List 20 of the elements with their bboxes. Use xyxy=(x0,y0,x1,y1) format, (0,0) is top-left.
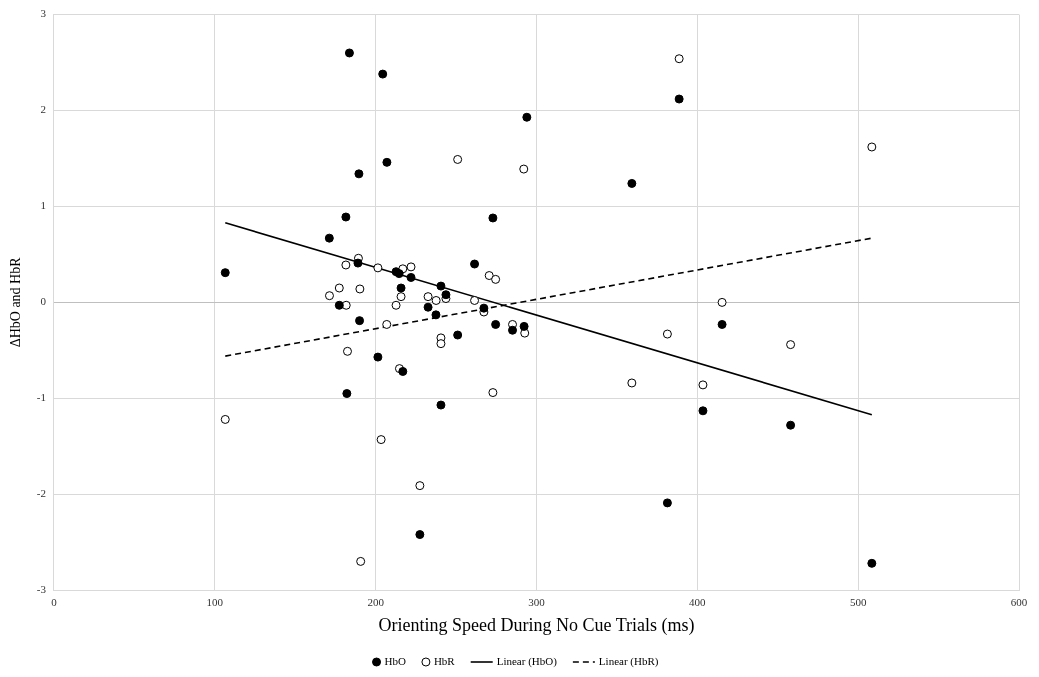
y-tick-label: -1 xyxy=(36,391,46,404)
x-tick-label: 600 xyxy=(1010,595,1028,608)
y-axis-title: ΔHbO and HbR xyxy=(8,256,24,348)
legend-label: HbO xyxy=(384,654,406,667)
x-tick-label: 500 xyxy=(849,595,867,608)
x-tick-label: 0 xyxy=(51,595,58,608)
y-tick-label: -2 xyxy=(36,487,46,500)
x-tick-label: 100 xyxy=(206,595,224,608)
x-tick-label: 400 xyxy=(689,595,707,608)
y-tick-label: 0 xyxy=(40,295,47,308)
y-tick-label: 1 xyxy=(40,199,46,212)
y-tick-label: 2 xyxy=(40,103,46,116)
legend-label: Linear (HbR) xyxy=(598,654,659,668)
x-tick-label: 200 xyxy=(367,595,385,608)
y-tick-label: 3 xyxy=(40,7,47,20)
x-tick-label: 300 xyxy=(528,595,546,608)
legend-label: Linear (HbO) xyxy=(496,654,558,668)
legend-label: HbR xyxy=(433,654,456,667)
x-axis-title: Orienting Speed During No Cue Trials (ms) xyxy=(378,614,695,636)
y-tick-label: -3 xyxy=(36,583,47,596)
